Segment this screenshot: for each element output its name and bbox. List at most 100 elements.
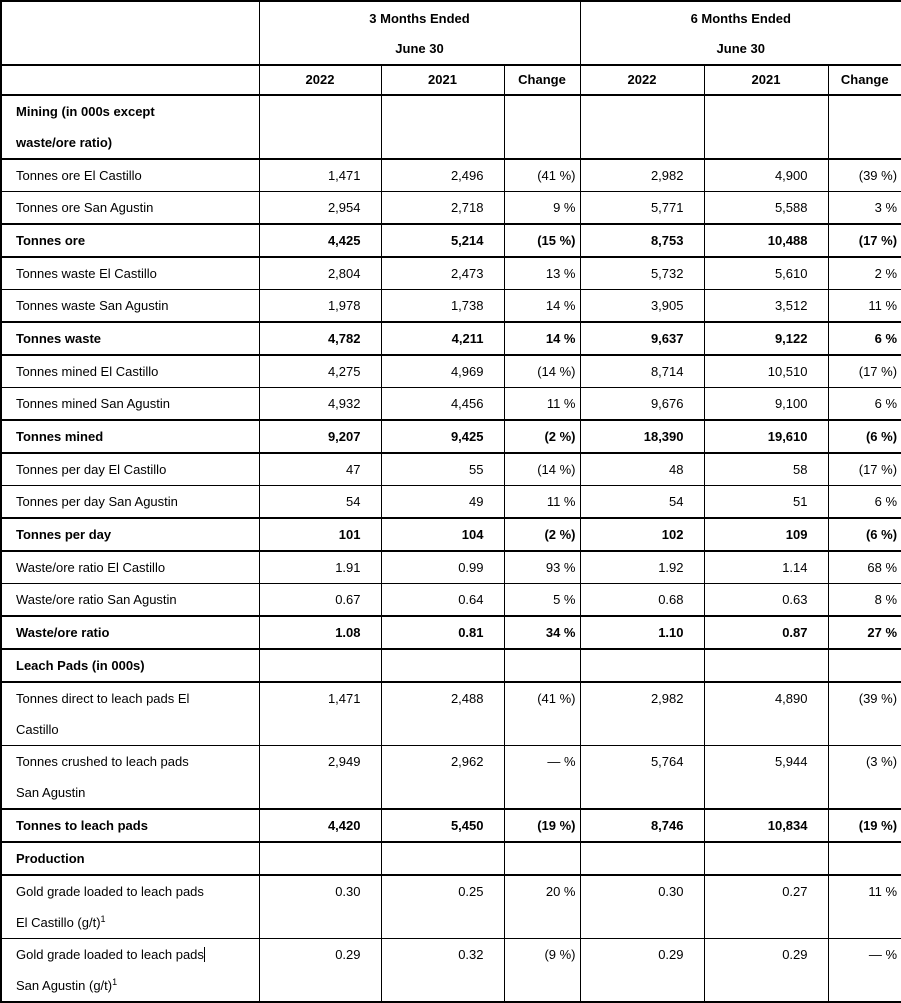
value-cell: 4,275 <box>258 354 382 388</box>
change-value-cell: (39 %) <box>827 158 901 192</box>
period-header-6-months: 6 Months Ended June 30 <box>579 0 901 66</box>
row-label-text: Tonnes mined San Agustin <box>16 396 170 411</box>
row-label-text: Castillo <box>16 722 59 737</box>
change-value-cell: 20 % <box>503 874 581 939</box>
change-value-cell: 14 % <box>503 321 581 356</box>
value-cell: 5,610 <box>703 256 829 290</box>
header-spacer-cell <box>0 64 260 96</box>
change-header-6mo: Change <box>827 64 901 96</box>
change-value-cell: (3 %) <box>827 745 901 810</box>
value-cell: 0.30 <box>579 874 705 939</box>
value-cell: 2,496 <box>380 158 505 192</box>
change-value-cell: 27 % <box>827 615 901 650</box>
change-value-cell: 93 % <box>503 550 581 584</box>
row-label-text: Mining (in 000s except <box>16 104 155 119</box>
change-value-cell: (19 %) <box>827 808 901 843</box>
row-label-text: waste/ore ratio) <box>16 135 113 150</box>
year-header-2021-6mo: 2021 <box>703 64 829 96</box>
table-row: Gold grade loaded to leach pads El Castil… <box>0 874 901 939</box>
row-label-cell: Gold grade loaded to leach pads El Castil… <box>0 874 260 939</box>
change-value-cell: 2 % <box>827 256 901 290</box>
row-label-cell: Tonnes per day San Agustin <box>0 485 260 519</box>
value-cell: 4,420 <box>258 808 382 843</box>
footnote-reference: 1 <box>100 914 106 924</box>
row-label-text: Tonnes direct to leach pads El <box>16 691 190 706</box>
value-cell: 5,771 <box>579 191 705 225</box>
row-label-text: Tonnes mined El Castillo <box>16 364 159 379</box>
row-label-text: Tonnes waste San Agustin <box>16 298 169 313</box>
change-value-cell: 11 % <box>503 387 581 421</box>
year-header-2022-6mo: 2022 <box>579 64 705 96</box>
row-label-text: Tonnes crushed to leach pads <box>16 754 189 769</box>
table-row: Tonnes waste San Agustin 1,978 1,738 14 % 3,… <box>0 289 901 323</box>
period-label: 6 Months Ended <box>690 11 791 26</box>
value-cell: 48 <box>579 452 705 486</box>
row-label-cell: Tonnes waste San Agustin <box>0 289 260 323</box>
value-cell <box>703 648 829 683</box>
row-label-text: Gold grade loaded to leach pads <box>16 947 204 962</box>
value-cell: 55 <box>380 452 505 486</box>
table-row: Waste/ore ratio San Agustin 0.67 0.64 5 % 0.… <box>0 583 901 617</box>
change-value-cell: (41 %) <box>503 681 581 746</box>
change-value-cell <box>503 94 581 160</box>
period-date: June 30 <box>395 41 444 56</box>
row-label-cell: Tonnes ore <box>0 223 260 258</box>
row-label-text: Gold grade loaded to leach pads <box>16 884 204 899</box>
table-row: Tonnes direct to leach pads El Castillo 1,… <box>0 681 901 746</box>
footnote-reference: 1 <box>112 977 118 987</box>
change-value-cell: 11 % <box>827 874 901 939</box>
change-value-cell <box>827 648 901 683</box>
row-label-text: Tonnes per day El Castillo <box>16 462 167 477</box>
table-row: Tonnes per day San Agustin 54 49 11 % 54 51 6 … <box>0 485 901 519</box>
value-cell: 9,122 <box>703 321 829 356</box>
row-label-text: Tonnes ore San Agustin <box>16 200 154 215</box>
row-label-cell: Tonnes direct to leach pads El Castillo <box>0 681 260 746</box>
row-label-text: Waste/ore ratio El Castillo <box>16 560 166 575</box>
change-value-cell: 5 % <box>503 583 581 617</box>
value-cell <box>258 841 382 876</box>
table-row: Tonnes per day El Castillo 47 55 (14 %) 48 58… <box>0 452 901 486</box>
value-cell: 5,764 <box>579 745 705 810</box>
row-label-cell: Tonnes per day <box>0 517 260 552</box>
value-cell: 1.14 <box>703 550 829 584</box>
year-header-2021-3mo: 2021 <box>380 64 505 96</box>
change-value-cell: (14 %) <box>503 354 581 388</box>
row-label-text: El Castillo (g/t) <box>16 915 101 930</box>
value-cell: 5,732 <box>579 256 705 290</box>
row-label-cell: Waste/ore ratio <box>0 615 260 650</box>
value-cell: 1.10 <box>579 615 705 650</box>
change-value-cell <box>827 841 901 876</box>
row-label-cell: Tonnes ore San Agustin <box>0 191 260 225</box>
change-value-cell: 6 % <box>827 485 901 519</box>
value-cell: 0.25 <box>380 874 505 939</box>
table-row: Waste/ore ratio El Castillo 1.91 0.99 93 % 1… <box>0 550 901 584</box>
row-label-text: Tonnes waste <box>16 331 102 346</box>
change-value-cell: 6 % <box>827 387 901 421</box>
value-cell: 18,390 <box>579 419 705 454</box>
value-cell: 10,488 <box>703 223 829 258</box>
value-cell: 2,949 <box>258 745 382 810</box>
value-cell: 0.67 <box>258 583 382 617</box>
change-value-cell: (17 %) <box>827 223 901 258</box>
value-cell: 104 <box>380 517 505 552</box>
value-cell <box>380 841 505 876</box>
row-label-text: Tonnes ore El Castillo <box>16 168 142 183</box>
row-label-cell: Tonnes waste <box>0 321 260 356</box>
value-cell: 0.27 <box>703 874 829 939</box>
value-cell: 9,100 <box>703 387 829 421</box>
change-value-cell: 34 % <box>503 615 581 650</box>
table-row: Tonnes ore San Agustin 2,954 2,718 9 % 5,771… <box>0 191 901 225</box>
change-value-cell: (17 %) <box>827 354 901 388</box>
value-cell: 8,753 <box>579 223 705 258</box>
value-cell: 0.63 <box>703 583 829 617</box>
value-cell: 0.30 <box>258 874 382 939</box>
value-cell: 47 <box>258 452 382 486</box>
section-row: Mining (in 000s except waste/ore ratio) <box>0 94 901 160</box>
table-row: Tonnes ore 4,425 5,214 (15 %) 8,753 10,488 (17… <box>0 223 901 258</box>
value-cell: 2,954 <box>258 191 382 225</box>
value-cell <box>380 94 505 160</box>
value-cell: 1,471 <box>258 681 382 746</box>
table-row: Tonnes to leach pads 4,420 5,450 (19 %) 8,74… <box>0 808 901 843</box>
period-date: June 30 <box>716 41 765 56</box>
table-row: Tonnes mined El Castillo 4,275 4,969 (14 %)… <box>0 354 901 388</box>
